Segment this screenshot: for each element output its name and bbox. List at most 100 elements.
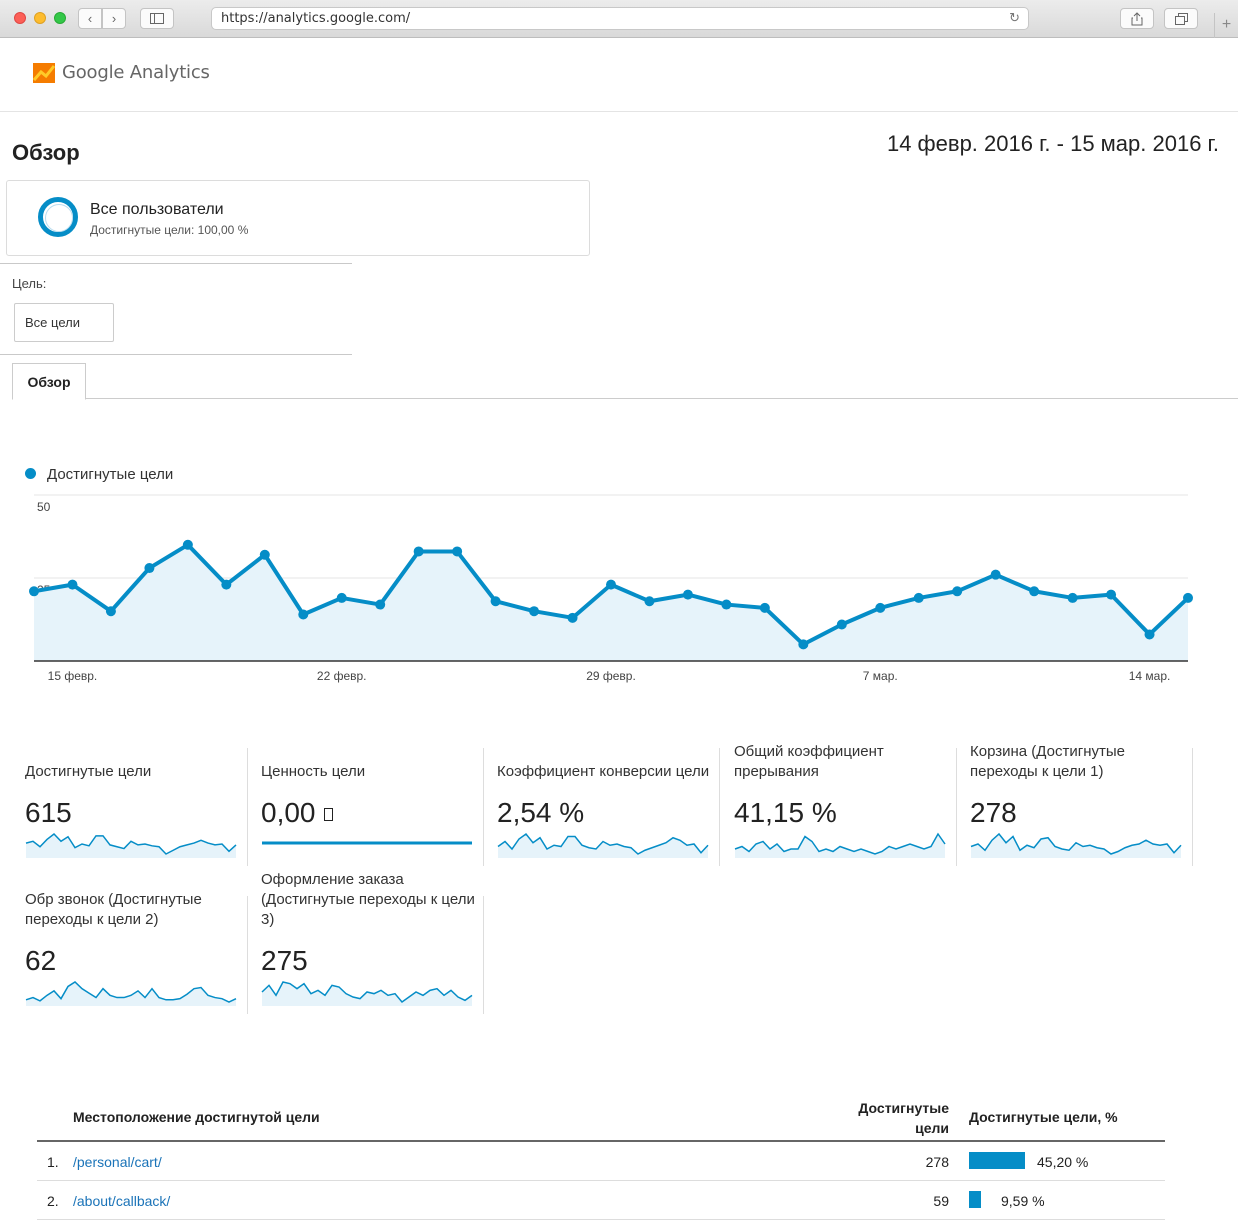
tabs-icon: [1174, 12, 1188, 25]
metric-value: 615: [25, 797, 72, 828]
ga-header: Google Analytics: [0, 39, 1238, 112]
data-point[interactable]: [798, 639, 809, 650]
tabs-overview-button[interactable]: [1164, 8, 1198, 29]
data-point[interactable]: [759, 602, 770, 613]
back-button[interactable]: ‹: [78, 8, 102, 29]
data-point[interactable]: [259, 549, 270, 560]
data-point[interactable]: [67, 579, 78, 590]
forward-button[interactable]: ›: [102, 8, 126, 29]
percent-bar: [969, 1191, 981, 1208]
data-point[interactable]: [105, 606, 116, 617]
data-point[interactable]: [413, 546, 424, 557]
metric-tile[interactable]: Ценность цели 0,00: [248, 748, 484, 888]
y-tick-label: 50: [37, 500, 51, 514]
tile-separator: [719, 748, 720, 866]
tile-separator: [956, 748, 957, 866]
metric-title: Ценность цели: [261, 763, 366, 780]
tile-separator: [247, 748, 248, 866]
line-chart[interactable]: 502515 февр.22 февр.29 февр.7 мар.14 мар…: [0, 490, 1238, 690]
data-point[interactable]: [952, 586, 963, 597]
data-point[interactable]: [721, 599, 732, 610]
metric-title: Коэффициент конверсии цели: [497, 763, 710, 780]
data-point[interactable]: [1106, 589, 1117, 600]
data-point[interactable]: [567, 612, 578, 623]
column-header-path[interactable]: Местоположение достигнутой цели: [73, 1109, 320, 1125]
data-point[interactable]: [490, 596, 501, 607]
data-point[interactable]: [1029, 586, 1040, 597]
data-point[interactable]: [29, 586, 39, 597]
app-name[interactable]: Google Analytics: [62, 62, 210, 83]
data-point[interactable]: [682, 589, 693, 600]
zoom-window-button[interactable]: [54, 12, 66, 24]
minimize-window-button[interactable]: [34, 12, 46, 24]
row-index: 1.: [47, 1154, 59, 1170]
data-point[interactable]: [298, 609, 309, 620]
date-range-picker[interactable]: 14 февр. 2016 г. - 15 мар. 2016 г.: [886, 131, 1219, 156]
segment-name: Все пользователи: [90, 201, 224, 218]
share-icon: [1131, 11, 1143, 25]
data-point[interactable]: [1144, 629, 1155, 640]
row-path-link[interactable]: /about/callback/: [73, 1193, 171, 1209]
address-bar[interactable]: https://analytics.google.com/ ↻: [211, 7, 1029, 30]
metric-value: 62: [25, 945, 57, 976]
sparkline: [497, 832, 709, 858]
data-point[interactable]: [336, 592, 347, 603]
data-point[interactable]: [375, 599, 386, 610]
data-point[interactable]: [990, 569, 1001, 580]
divider: [0, 263, 352, 264]
metric-title: Оформление заказа (Достигнутые переходы …: [261, 871, 475, 928]
metric-value: 278: [970, 797, 1017, 828]
data-point[interactable]: [221, 579, 232, 590]
metric-title: Обр звонок (Достигнутые переходы к цели …: [25, 891, 202, 928]
data-point[interactable]: [875, 602, 886, 613]
row-path-link[interactable]: /personal/cart/: [73, 1154, 162, 1170]
tab-underline: [12, 398, 1238, 399]
metric-tile[interactable]: Общий коэффициент прерывания 41,15 %: [721, 743, 957, 888]
browser-toolbar: ‹ › https://analytics.google.com/ ↻ +: [0, 0, 1238, 38]
chevron-left-icon: ‹: [87, 11, 93, 26]
data-point[interactable]: [606, 579, 616, 590]
sidebar-toggle-button[interactable]: [140, 8, 174, 29]
reload-icon[interactable]: ↻: [1009, 11, 1020, 26]
data-point[interactable]: [144, 563, 155, 574]
sparkline: [261, 981, 473, 1006]
chart-legend[interactable]: Достигнутые цели: [25, 466, 173, 483]
currency-placeholder-icon: [323, 808, 333, 821]
percent-bar: [969, 1152, 1025, 1169]
plus-icon: +: [1221, 16, 1232, 33]
metric-value: 2,54 %: [497, 797, 585, 828]
share-button[interactable]: [1120, 8, 1154, 29]
metric-value: 41,15 %: [734, 797, 837, 828]
metric-tile[interactable]: Достигнутые цели 615: [12, 748, 248, 888]
legend-dot-icon: [25, 468, 36, 479]
metric-tile[interactable]: Коэффициент конверсии цели 2,54 %: [484, 748, 720, 888]
column-header-count[interactable]: Достигнутые цели: [858, 1100, 949, 1136]
data-point[interactable]: [644, 596, 655, 607]
row-percent: 45,20 %: [1037, 1154, 1089, 1170]
data-point[interactable]: [1183, 592, 1193, 603]
close-window-button[interactable]: [14, 12, 26, 24]
tile-separator: [247, 896, 248, 1014]
metric-tile[interactable]: Корзина (Достигнутые переходы к цели 1) 2…: [957, 743, 1193, 888]
new-tab-button[interactable]: +: [1214, 13, 1238, 38]
data-point[interactable]: [529, 606, 540, 617]
data-point[interactable]: [182, 539, 193, 550]
tab-overview[interactable]: Обзор: [12, 363, 86, 400]
column-header-percent[interactable]: Достигнутые цели, %: [969, 1109, 1118, 1125]
row-percent: 9,59 %: [1001, 1193, 1045, 1209]
data-point[interactable]: [913, 592, 924, 603]
metric-value: 275: [261, 945, 308, 976]
goal-select[interactable]: Все цели: [14, 303, 114, 342]
sparkline: [25, 832, 237, 858]
google-analytics-logo-icon: [33, 63, 55, 83]
data-point[interactable]: [1067, 592, 1078, 603]
metric-tile[interactable]: Обр звонок (Достигнутые переходы к цели …: [12, 891, 248, 1036]
sparkline: [734, 832, 946, 858]
segment-card[interactable]: Все пользователи Достигнутые цели: 100,0…: [6, 180, 590, 256]
x-tick-label: 15 февр.: [48, 669, 98, 683]
data-point[interactable]: [452, 546, 463, 557]
data-point[interactable]: [836, 619, 847, 630]
table-row: 1. /personal/cart/278 45,20 %: [37, 1142, 1165, 1181]
segment-subtitle: Достигнутые цели: 100,00 %: [90, 223, 249, 237]
metric-tile[interactable]: Оформление заказа (Достигнутые переходы …: [248, 871, 484, 1036]
